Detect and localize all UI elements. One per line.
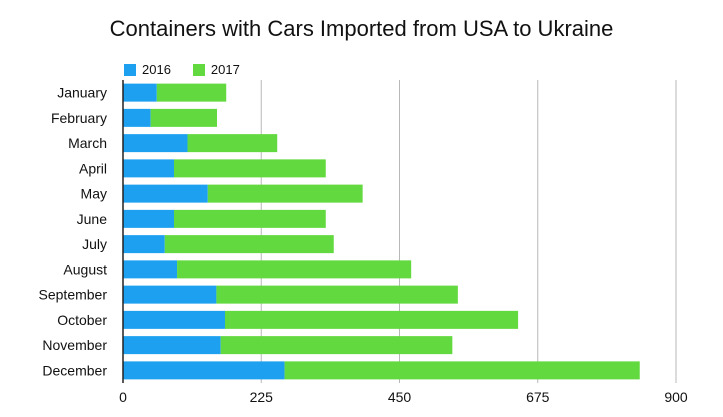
category-label-december: December — [42, 362, 107, 378]
bar-2016-september — [123, 285, 217, 304]
bar-2016-april — [123, 159, 174, 178]
bar-2017-november — [220, 336, 453, 355]
category-label-september: September — [39, 287, 108, 303]
bar-2017-may — [207, 184, 363, 203]
bar-2017-february — [150, 108, 218, 127]
legend-label-2016: 2016 — [142, 62, 171, 77]
category-label-march: March — [68, 135, 107, 151]
bar-2017-september — [216, 285, 458, 304]
category-label-july: July — [82, 236, 107, 252]
bar-2016-october — [123, 310, 225, 329]
chart-title: Containers with Cars Imported from USA t… — [109, 16, 614, 41]
category-label-february: February — [51, 110, 107, 126]
legend-swatch-2017 — [192, 63, 205, 76]
legend: 2016 2017 — [124, 62, 240, 77]
x-tick-label-0: 0 — [119, 389, 127, 405]
x-tick-label-900: 900 — [664, 389, 688, 405]
bar-2016-december — [123, 361, 285, 380]
x-tick-label-675: 675 — [526, 389, 550, 405]
legend-item-2016: 2016 — [124, 62, 171, 77]
bar-2017-july — [164, 235, 334, 254]
x-tick-label-225: 225 — [250, 389, 274, 405]
bar-2016-june — [123, 209, 174, 228]
category-label-april: April — [79, 160, 107, 176]
category-label-october: October — [57, 312, 107, 328]
bar-2017-october — [224, 310, 519, 329]
legend-label-2017: 2017 — [210, 62, 240, 77]
bar-2016-may — [123, 184, 208, 203]
bar-2016-february — [123, 108, 151, 127]
bar-2017-april — [173, 159, 326, 178]
bar-2016-march — [123, 134, 188, 153]
category-label-august: August — [63, 261, 107, 277]
category-label-june: June — [77, 211, 108, 227]
category-label-january: January — [57, 85, 107, 101]
bar-2016-august — [123, 260, 178, 279]
legend-item-2017: 2017 — [192, 62, 240, 77]
bar-2016-july — [123, 235, 165, 254]
bar-2017-march — [187, 134, 278, 153]
category-label-november: November — [42, 337, 107, 353]
bar-2016-january — [123, 83, 157, 102]
category-label-may: May — [81, 186, 107, 202]
bar-2017-august — [177, 260, 412, 279]
x-tick-label-450: 450 — [388, 389, 412, 405]
bar-2017-june — [173, 209, 326, 228]
legend-swatch-2016 — [124, 63, 136, 76]
bar-2016-november — [123, 336, 221, 355]
bar-2017-december — [284, 361, 640, 380]
bar-2017-january — [156, 83, 227, 102]
